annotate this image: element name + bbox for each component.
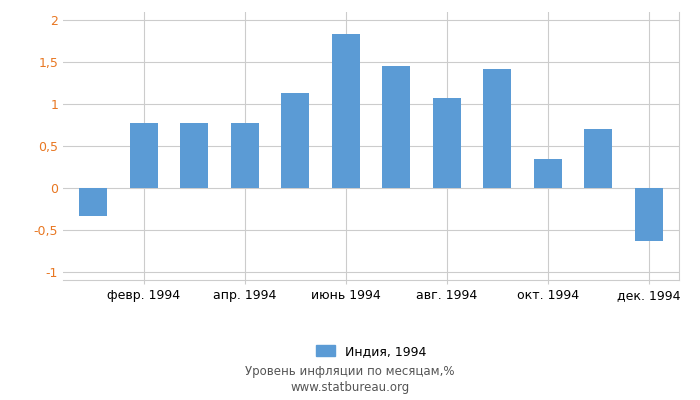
Bar xyxy=(433,98,461,188)
Text: Уровень инфляции по месяцам,%: Уровень инфляции по месяцам,% xyxy=(245,366,455,378)
Bar xyxy=(231,123,259,188)
Bar xyxy=(534,158,561,188)
Bar xyxy=(181,123,208,188)
Legend: Индия, 1994: Индия, 1994 xyxy=(311,340,431,363)
Bar xyxy=(332,34,360,188)
Bar xyxy=(79,188,107,216)
Bar xyxy=(382,66,410,188)
Text: www.statbureau.org: www.statbureau.org xyxy=(290,382,410,394)
Bar xyxy=(584,129,612,188)
Bar xyxy=(281,93,309,188)
Bar xyxy=(483,69,511,188)
Bar xyxy=(635,188,663,241)
Bar xyxy=(130,123,158,188)
